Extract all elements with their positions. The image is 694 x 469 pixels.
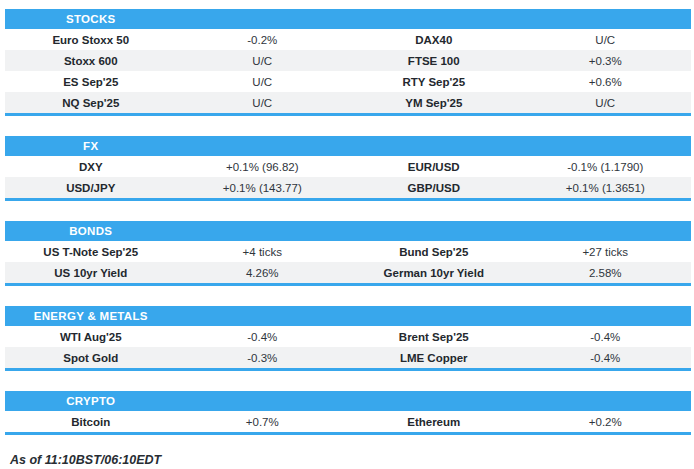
instrument-label: DAX40 xyxy=(348,34,520,46)
section-header-crypto: CRYPTO xyxy=(5,391,691,411)
table-row: USD/JPY +0.1% (143.77) GBP/USD +0.1% (1.… xyxy=(5,177,691,198)
instrument-change: +0.7% xyxy=(177,416,349,428)
instrument-label: RTY Sep'25 xyxy=(348,76,520,88)
instrument-change: U/C xyxy=(177,97,349,109)
instrument-change: -0.3% xyxy=(177,352,349,364)
instrument-label: Euro Stoxx 50 xyxy=(5,34,177,46)
instrument-change: -0.2% xyxy=(177,34,349,46)
table-row: ES Sep'25 U/C RTY Sep'25 +0.6% xyxy=(5,71,691,92)
instrument-change: +4 ticks xyxy=(177,246,349,258)
instrument-change: +0.1% (143.77) xyxy=(177,182,349,194)
table-row: NQ Sep'25 U/C YM Sep'25 U/C xyxy=(5,92,691,113)
as-of-timestamp: As of 11:10BST/06:10EDT xyxy=(10,453,161,467)
instrument-change: -0.4% xyxy=(520,331,692,343)
instrument-label: YM Sep'25 xyxy=(348,97,520,109)
instrument-label: Brent Sep'25 xyxy=(348,331,520,343)
instrument-label: US 10yr Yield xyxy=(5,267,177,279)
instrument-change: -0.4% xyxy=(520,352,692,364)
section-title: ENERGY & METALS xyxy=(5,310,177,322)
instrument-label: Stoxx 600 xyxy=(5,55,177,67)
table-row: US T-Note Sep'25 +4 ticks Bund Sep'25 +2… xyxy=(5,241,691,262)
instrument-label: US T-Note Sep'25 xyxy=(5,246,177,258)
instrument-label: USD/JPY xyxy=(5,182,177,194)
market-wrap-table: STOCKS Euro Stoxx 50 -0.2% DAX40 U/C Sto… xyxy=(5,9,691,455)
instrument-label: Ethereum xyxy=(348,416,520,428)
instrument-change: +0.3% xyxy=(520,55,692,67)
instrument-change: +0.1% (1.3651) xyxy=(520,182,692,194)
section-title: FX xyxy=(5,140,177,152)
table-row: Stoxx 600 U/C FTSE 100 +0.3% xyxy=(5,50,691,71)
section-crypto: CRYPTO Bitcoin +0.7% Ethereum +0.2% xyxy=(5,391,691,435)
section-header-stocks: STOCKS xyxy=(5,9,691,29)
instrument-label: Spot Gold xyxy=(5,352,177,364)
instrument-label: WTI Aug'25 xyxy=(5,331,177,343)
section-title: BONDS xyxy=(5,225,177,237)
section-header-bonds: BONDS xyxy=(5,221,691,241)
section-title: CRYPTO xyxy=(5,395,177,407)
instrument-change: -0.1% (1.1790) xyxy=(520,161,692,173)
instrument-label: Bitcoin xyxy=(5,416,177,428)
instrument-label: DXY xyxy=(5,161,177,173)
instrument-change: U/C xyxy=(520,34,692,46)
instrument-label: German 10yr Yield xyxy=(348,267,520,279)
instrument-change: U/C xyxy=(520,97,692,109)
table-row: DXY +0.1% (96.82) EUR/USD -0.1% (1.1790) xyxy=(5,156,691,177)
instrument-change: +0.6% xyxy=(520,76,692,88)
instrument-label: Bund Sep'25 xyxy=(348,246,520,258)
instrument-label: ES Sep'25 xyxy=(5,76,177,88)
table-row: WTI Aug'25 -0.4% Brent Sep'25 -0.4% xyxy=(5,326,691,347)
instrument-label: EUR/USD xyxy=(348,161,520,173)
table-row: Bitcoin +0.7% Ethereum +0.2% xyxy=(5,411,691,432)
instrument-change: U/C xyxy=(177,55,349,67)
section-fx: FX DXY +0.1% (96.82) EUR/USD -0.1% (1.17… xyxy=(5,136,691,201)
instrument-change: -0.4% xyxy=(177,331,349,343)
section-stocks: STOCKS Euro Stoxx 50 -0.2% DAX40 U/C Sto… xyxy=(5,9,691,116)
instrument-label: LME Copper xyxy=(348,352,520,364)
instrument-label: FTSE 100 xyxy=(348,55,520,67)
table-row: US 10yr Yield 4.26% German 10yr Yield 2.… xyxy=(5,262,691,283)
section-bonds: BONDS US T-Note Sep'25 +4 ticks Bund Sep… xyxy=(5,221,691,286)
instrument-change: 2.58% xyxy=(520,267,692,279)
section-title: STOCKS xyxy=(5,13,177,25)
instrument-change: +0.2% xyxy=(520,416,692,428)
section-header-energy-metals: ENERGY & METALS xyxy=(5,306,691,326)
section-energy-metals: ENERGY & METALS WTI Aug'25 -0.4% Brent S… xyxy=(5,306,691,371)
instrument-change: U/C xyxy=(177,76,349,88)
instrument-change: +0.1% (96.82) xyxy=(177,161,349,173)
instrument-change: 4.26% xyxy=(177,267,349,279)
section-header-fx: FX xyxy=(5,136,691,156)
instrument-label: NQ Sep'25 xyxy=(5,97,177,109)
table-row: Spot Gold -0.3% LME Copper -0.4% xyxy=(5,347,691,368)
instrument-label: GBP/USD xyxy=(348,182,520,194)
instrument-change: +27 ticks xyxy=(520,246,692,258)
table-row: Euro Stoxx 50 -0.2% DAX40 U/C xyxy=(5,29,691,50)
